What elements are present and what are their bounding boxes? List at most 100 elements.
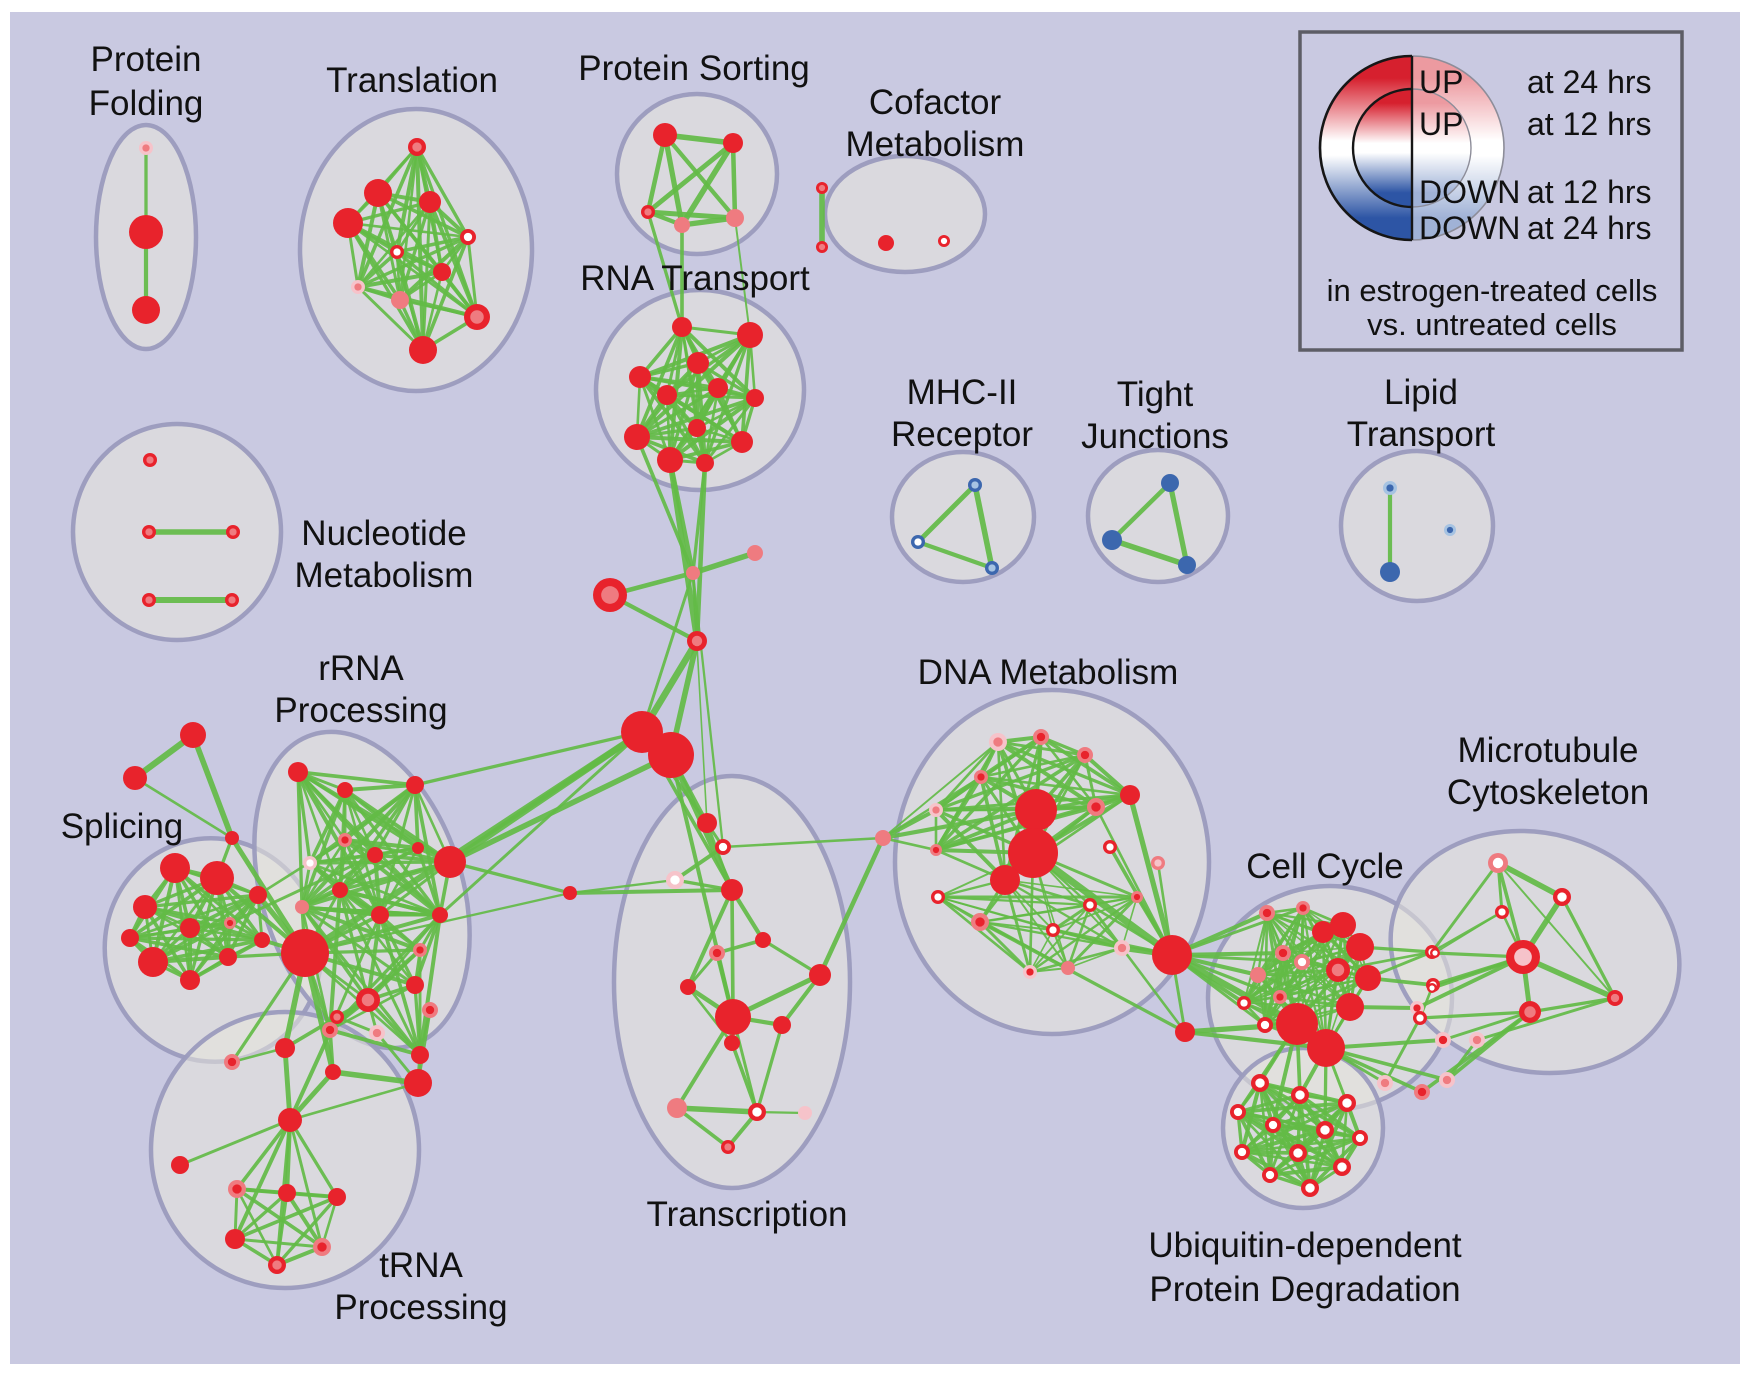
node <box>773 1016 791 1034</box>
node <box>1276 1003 1318 1045</box>
node-inner <box>1446 526 1454 534</box>
edge <box>1296 1136 1362 1155</box>
node-outer <box>667 1098 687 1118</box>
node <box>724 1035 740 1051</box>
edge <box>1127 792 1175 958</box>
node <box>138 947 168 977</box>
node <box>875 830 891 846</box>
node-inner <box>932 846 940 854</box>
edge <box>233 1195 339 1241</box>
node-inner <box>1293 1148 1303 1158</box>
edge <box>1415 955 1525 1010</box>
cluster-label-cell-cycle: Cell Cycle <box>1246 847 1404 886</box>
edge <box>346 221 470 239</box>
cluster-label-rrna-processing: Processing <box>274 691 447 730</box>
node <box>180 722 206 748</box>
node-outer <box>337 782 353 798</box>
node <box>1151 856 1165 870</box>
cluster-label-translation: Translation <box>326 61 498 100</box>
node <box>333 208 363 238</box>
node-inner <box>228 596 236 604</box>
node-outer <box>391 291 409 309</box>
node-inner <box>1026 968 1034 976</box>
cluster-label-nucleotide-metabolism: Nucleotide <box>301 514 466 553</box>
edge <box>1029 849 1176 959</box>
node <box>1250 967 1266 983</box>
node-inner <box>1492 857 1504 869</box>
node <box>641 205 655 219</box>
edge <box>934 735 1043 852</box>
node <box>721 1140 735 1154</box>
edge <box>1257 974 1369 979</box>
edge <box>1430 861 1500 954</box>
node <box>133 895 157 919</box>
edge <box>881 808 938 840</box>
node <box>1262 1167 1278 1183</box>
cluster-label-rrna-processing: rRNA <box>318 649 404 688</box>
node <box>709 945 725 961</box>
node <box>1175 1022 1195 1042</box>
node-outer <box>726 209 744 227</box>
edge <box>438 730 644 917</box>
node-inner <box>1514 948 1532 966</box>
node-outer <box>809 964 831 986</box>
node-outer <box>278 1108 302 1132</box>
node-outer <box>1175 1022 1195 1042</box>
edge <box>705 821 734 892</box>
edge <box>1256 968 1340 977</box>
node <box>629 366 651 388</box>
node-inner <box>412 142 422 152</box>
edge <box>1066 895 1139 970</box>
node <box>121 929 139 947</box>
node-outer <box>1161 474 1179 492</box>
edge <box>662 132 685 228</box>
node <box>648 732 694 778</box>
node <box>1338 1094 1356 1112</box>
node-inner <box>393 248 401 256</box>
node <box>180 970 200 990</box>
node-inner <box>372 1028 382 1038</box>
node <box>1230 1104 1246 1120</box>
node <box>755 932 771 948</box>
node <box>364 179 392 207</box>
edge <box>1236 1110 1312 1190</box>
edge <box>1004 879 1138 898</box>
edge <box>188 893 260 982</box>
edge <box>1336 950 1434 972</box>
node <box>723 133 743 153</box>
edge <box>1418 1010 1532 1020</box>
node-inner <box>1154 859 1162 867</box>
edge <box>356 270 444 289</box>
node-outer <box>723 133 743 153</box>
edge <box>173 866 264 942</box>
node-inner <box>1255 1078 1265 1088</box>
node <box>219 948 237 966</box>
node-outer <box>1102 530 1122 550</box>
node-outer <box>434 846 466 878</box>
node <box>816 182 828 194</box>
edge <box>283 1015 339 1050</box>
node <box>225 593 239 607</box>
node <box>1046 923 1060 937</box>
edge <box>665 393 744 444</box>
node-inner <box>1117 943 1127 953</box>
node-outer <box>406 976 424 994</box>
legend-row-time: at 24 hrs <box>1527 64 1652 100</box>
edge <box>446 728 646 866</box>
edge <box>282 1045 293 1123</box>
node <box>356 988 380 1012</box>
node <box>422 1002 438 1018</box>
edge <box>915 482 978 545</box>
edge <box>308 860 452 865</box>
node-outer <box>648 732 694 778</box>
node <box>990 865 1020 895</box>
node <box>142 593 156 607</box>
node-outer <box>138 947 168 977</box>
edge <box>416 846 442 917</box>
edge <box>703 396 757 465</box>
node-outer <box>1336 993 1364 1021</box>
node <box>1077 747 1093 763</box>
node <box>391 291 409 309</box>
node <box>288 762 308 782</box>
